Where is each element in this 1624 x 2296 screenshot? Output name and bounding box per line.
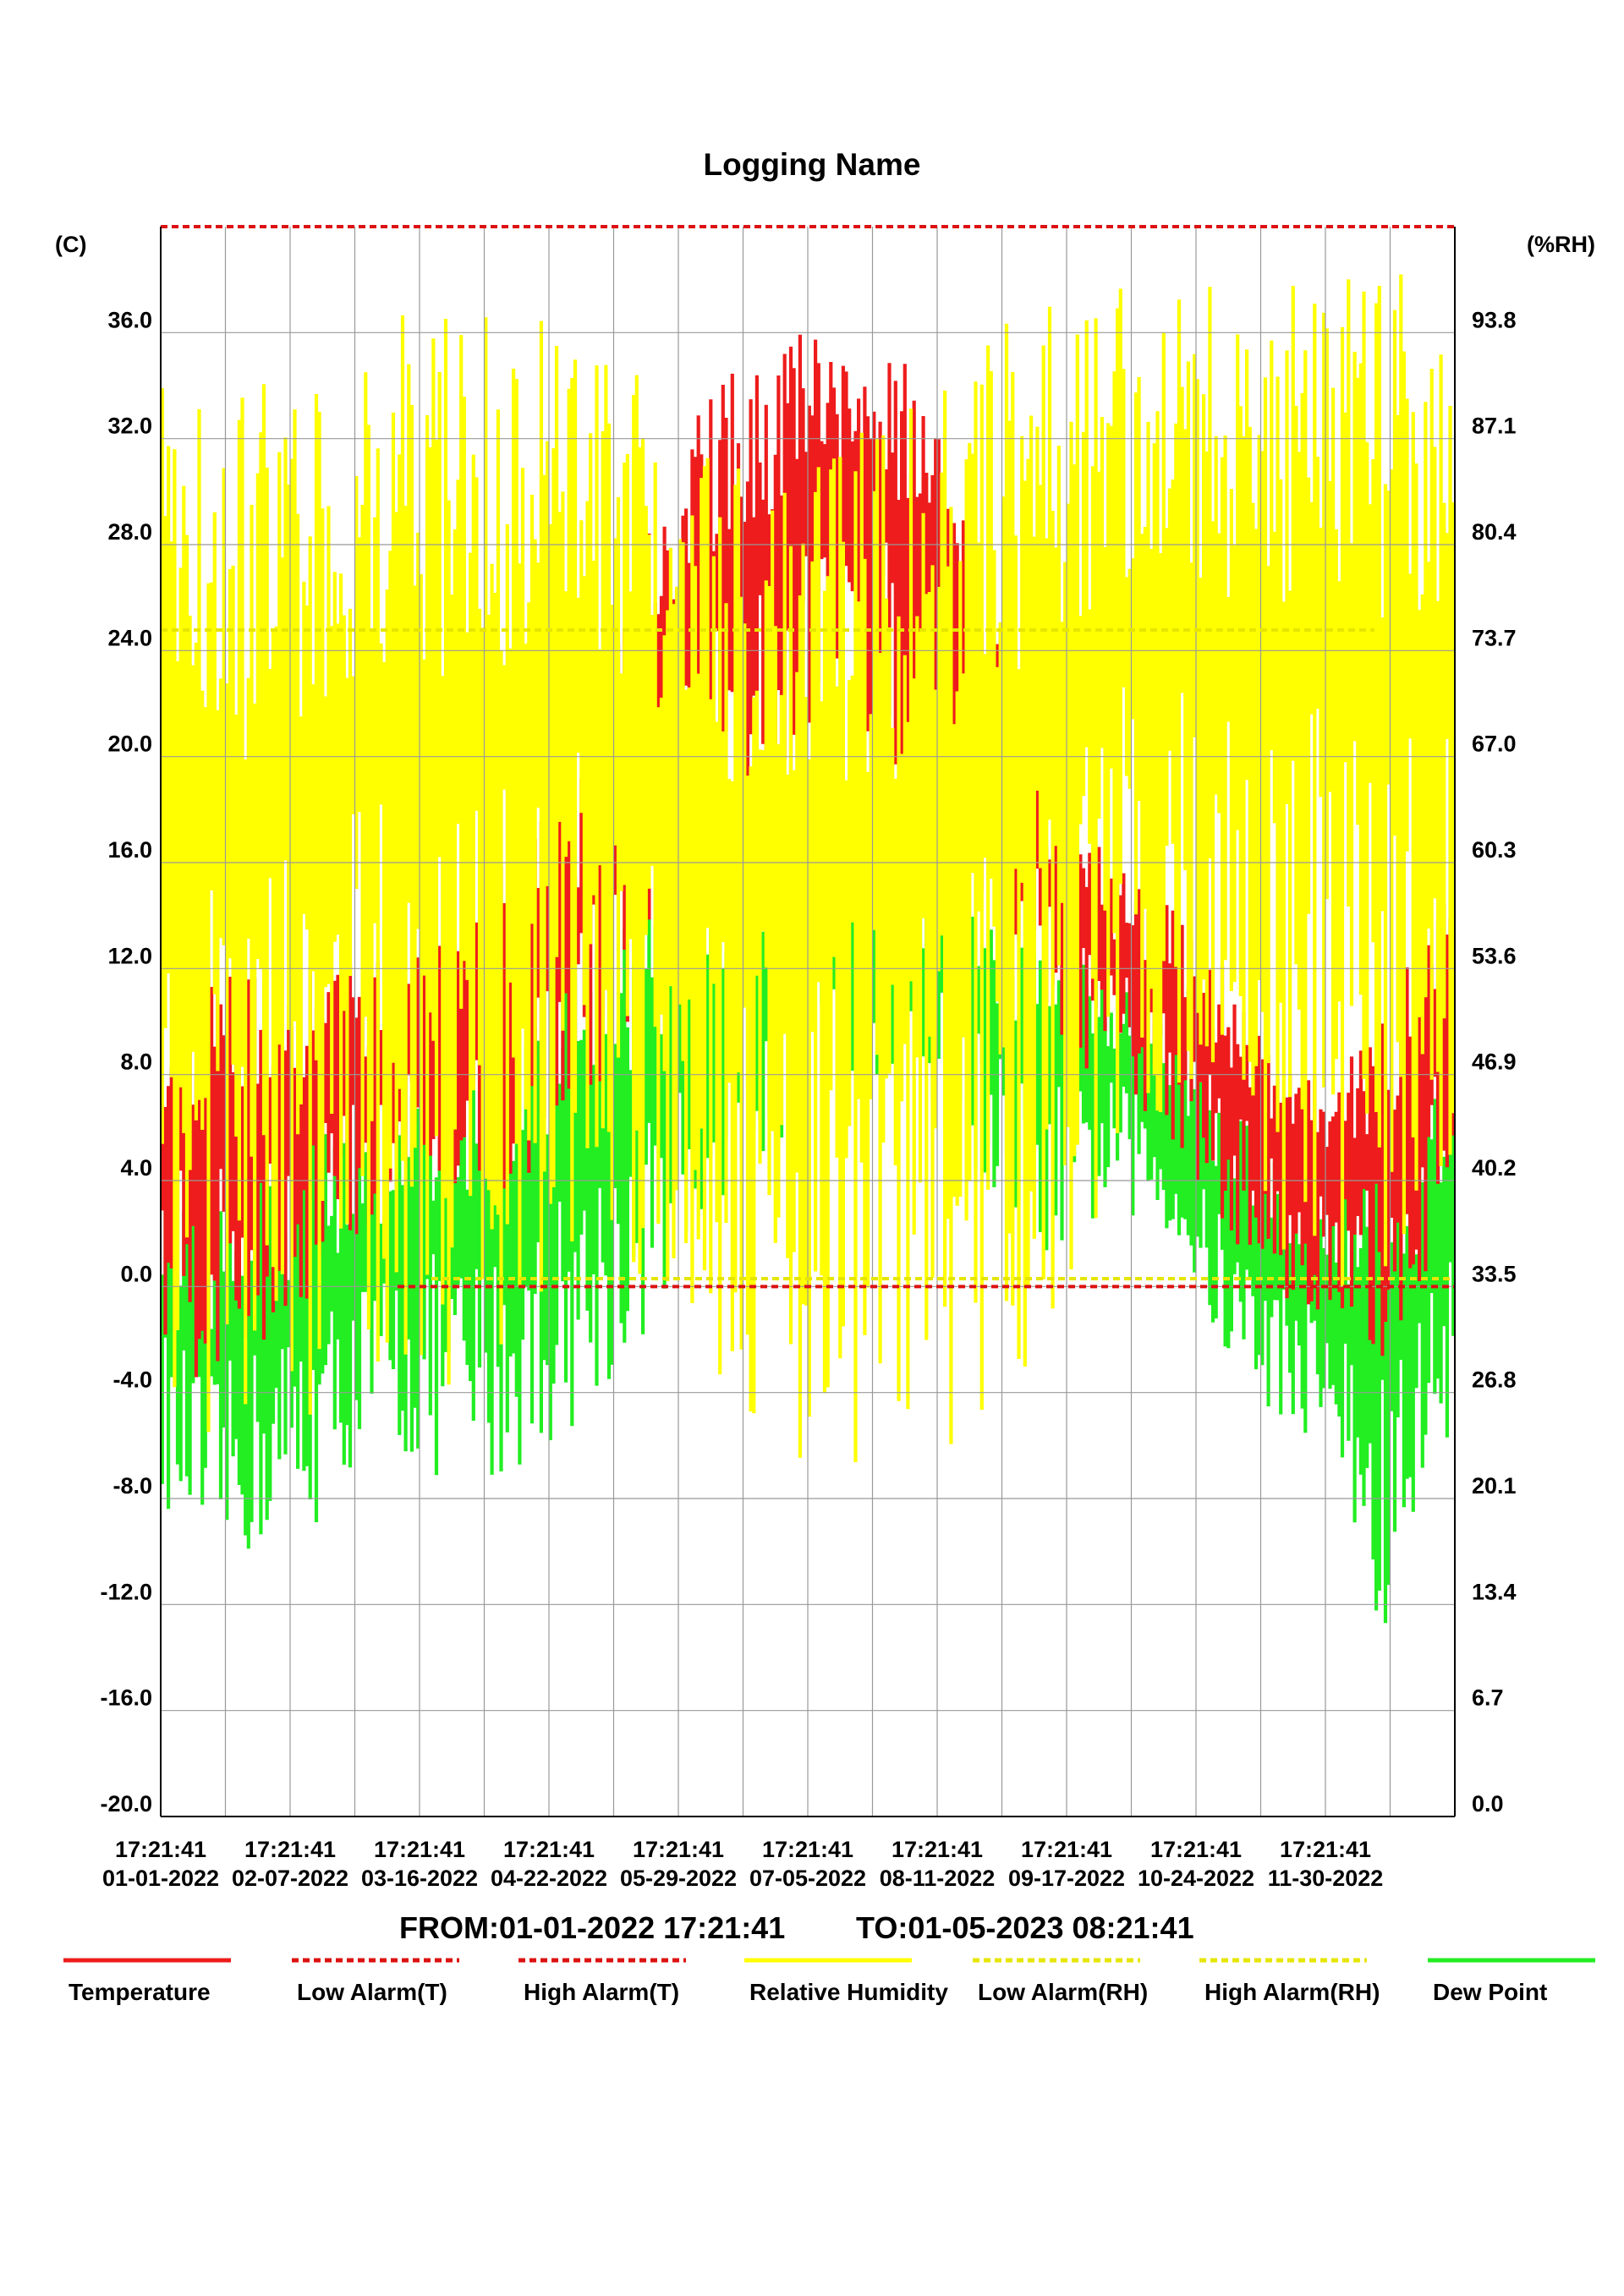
left-tick-label: 0.0 xyxy=(120,1261,152,1286)
x-tick-date: 03-16-2022 xyxy=(361,1866,478,1891)
x-tick-time: 17:21:41 xyxy=(503,1837,595,1862)
legend-item: High Alarm(T) xyxy=(518,1958,686,2005)
legend-label: Low Alarm(T) xyxy=(297,1979,447,2005)
left-tick-label: -8.0 xyxy=(112,1473,152,1499)
right-tick-label: 53.6 xyxy=(1472,943,1517,968)
legend-label: Dew Point xyxy=(1433,1979,1547,2005)
alarm-lines xyxy=(161,225,1455,1289)
right-tick-label: 87.1 xyxy=(1472,414,1517,439)
to-label: TO:01-05-2023 08:21:41 xyxy=(856,1910,1194,1945)
legend-item: High Alarm(RH) xyxy=(1199,1958,1380,2005)
x-tick-time: 17:21:41 xyxy=(374,1837,465,1862)
grid-lines xyxy=(161,227,1455,1817)
x-tick-date: 05-29-2022 xyxy=(620,1866,737,1891)
x-tick-time: 17:21:41 xyxy=(762,1837,853,1862)
legend-item: Low Alarm(RH) xyxy=(973,1958,1148,2005)
left-tick-label: 36.0 xyxy=(107,307,152,332)
x-tick-date: 08-11-2022 xyxy=(880,1866,996,1891)
right-tick-label: 13.4 xyxy=(1472,1579,1517,1604)
left-tick-label: 16.0 xyxy=(107,837,152,863)
right-tick-label: 67.0 xyxy=(1472,732,1517,757)
legend-label: Relative Humidity xyxy=(749,1979,948,2005)
x-tick-date: 01-01-2022 xyxy=(102,1866,219,1891)
x-tick-time: 17:21:41 xyxy=(633,1837,724,1862)
right-tick-label: 26.8 xyxy=(1472,1367,1517,1393)
left-tick-label: -4.0 xyxy=(112,1367,152,1393)
legend: Temperature Low Alarm(T) High Alarm(T) Rela… xyxy=(63,1958,1595,2005)
left-tick-label: 8.0 xyxy=(120,1049,152,1075)
right-tick-label: 93.8 xyxy=(1472,307,1517,332)
left-tick-label: 28.0 xyxy=(107,519,152,545)
x-tick-label: 17:21:41 02-07-2022 xyxy=(232,1837,348,1891)
relative-humidity-trace xyxy=(160,274,1456,1462)
left-tick-label: -12.0 xyxy=(100,1579,152,1604)
x-tick-label: 17:21:41 07-05-2022 xyxy=(749,1837,866,1891)
x-tick-time: 17:21:41 xyxy=(1021,1837,1112,1862)
right-tick-label: 73.7 xyxy=(1472,625,1517,650)
from-label: FROM:01-01-2022 17:21:41 xyxy=(399,1910,785,1945)
left-axis-unit: (C) xyxy=(55,232,86,257)
series-relative-humidity xyxy=(160,274,1456,1462)
left-tick-label: 24.0 xyxy=(107,625,152,650)
left-tick-label: 12.0 xyxy=(107,943,152,968)
chart-title: Logging Name xyxy=(704,147,921,182)
legend-item: Low Alarm(T) xyxy=(292,1958,459,2005)
left-tick-label: 20.0 xyxy=(107,732,152,757)
x-tick-time: 17:21:41 xyxy=(115,1837,206,1862)
right-tick-labels: 93.8 87.1 80.4 73.7 67.0 60.3 53.6 46.9 40.2 33.5… xyxy=(1472,307,1517,1817)
right-tick-label: 80.4 xyxy=(1472,519,1517,545)
axes xyxy=(160,227,1456,1817)
legend-item: Relative Humidity xyxy=(744,1958,948,2005)
x-tick-label: 17:21:41 10-24-2022 xyxy=(1138,1837,1254,1891)
left-tick-labels: 36.0 32.0 28.0 24.0 20.0 16.0 12.0 8.0 4.0 0.0 -4.… xyxy=(100,307,152,1817)
x-tick-date: 09-17-2022 xyxy=(1008,1866,1125,1891)
right-tick-label: 60.3 xyxy=(1472,837,1517,863)
x-tick-label: 17:21:41 05-29-2022 xyxy=(620,1837,737,1891)
x-tick-label: 17:21:41 03-16-2022 xyxy=(361,1837,478,1891)
x-tick-date: 02-07-2022 xyxy=(232,1866,348,1891)
x-tick-labels: 17:21:4101-01-202217:21:4102-07-202217:2… xyxy=(102,1837,1383,1891)
series-layer xyxy=(160,274,1456,1624)
right-tick-label: 46.9 xyxy=(1472,1049,1517,1075)
legend-label: High Alarm(T) xyxy=(524,1979,679,2005)
x-tick-time: 17:21:41 xyxy=(1150,1837,1242,1862)
x-tick-date: 11-30-2022 xyxy=(1268,1866,1384,1891)
x-tick-label: 17:21:41 11-30-2022 xyxy=(1268,1837,1384,1891)
right-tick-label: 33.5 xyxy=(1472,1261,1517,1286)
x-tick-date: 07-05-2022 xyxy=(749,1866,866,1891)
right-tick-label: 20.1 xyxy=(1472,1473,1517,1499)
x-tick-label: 17:21:41 01-01-2022 xyxy=(102,1837,219,1891)
x-tick-date: 04-22-2022 xyxy=(491,1866,607,1891)
x-tick-label: 17:21:41 09-17-2022 xyxy=(1008,1837,1125,1891)
x-tick-time: 17:21:41 xyxy=(1280,1837,1371,1862)
right-tick-label: 6.7 xyxy=(1472,1685,1504,1711)
left-tick-label: 32.0 xyxy=(107,414,152,439)
x-tick-date: 10-24-2022 xyxy=(1138,1866,1254,1891)
right-tick-label: 40.2 xyxy=(1472,1155,1517,1181)
left-tick-label: -20.0 xyxy=(100,1791,152,1817)
right-tick-label: 0.0 xyxy=(1472,1791,1504,1817)
x-tick-time: 17:21:41 xyxy=(244,1837,336,1862)
left-tick-label: 4.0 xyxy=(120,1155,152,1181)
x-tick-label: 17:21:41 08-11-2022 xyxy=(880,1837,996,1891)
legend-label: Temperature xyxy=(69,1979,211,2005)
legend-label: High Alarm(RH) xyxy=(1204,1979,1380,2005)
left-tick-label: -16.0 xyxy=(100,1685,152,1711)
legend-item: Temperature xyxy=(63,1958,231,2005)
x-tick-time: 17:21:41 xyxy=(892,1837,983,1862)
x-tick-label: 17:21:41 04-22-2022 xyxy=(491,1837,607,1891)
legend-item: Dew Point xyxy=(1428,1958,1595,2005)
right-axis-unit: (%RH) xyxy=(1527,232,1595,257)
legend-label: Low Alarm(RH) xyxy=(978,1979,1148,2005)
